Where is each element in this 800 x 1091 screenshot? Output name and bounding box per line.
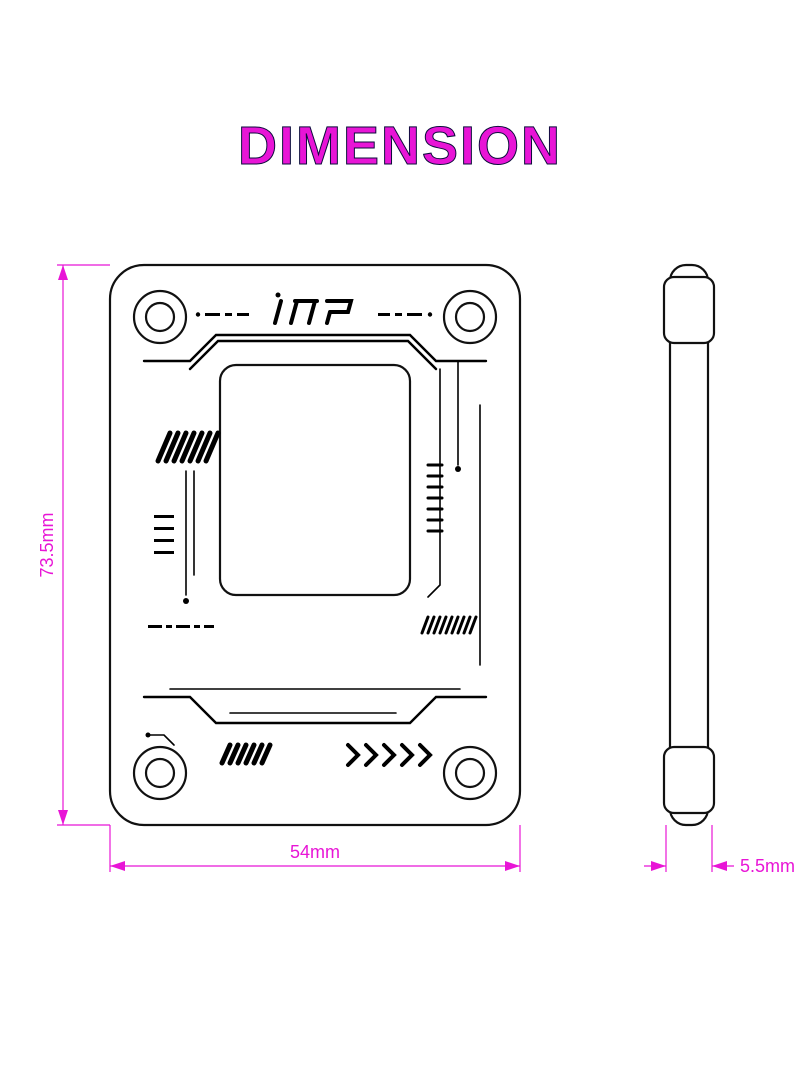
dim-width-label: 54mm (290, 842, 340, 862)
dim-height-label: 73.5mm (37, 512, 57, 577)
dimension-overlay: 73.5mm 54mm 5.5mm (0, 0, 800, 1091)
dim-depth-label: 5.5mm (740, 856, 795, 876)
